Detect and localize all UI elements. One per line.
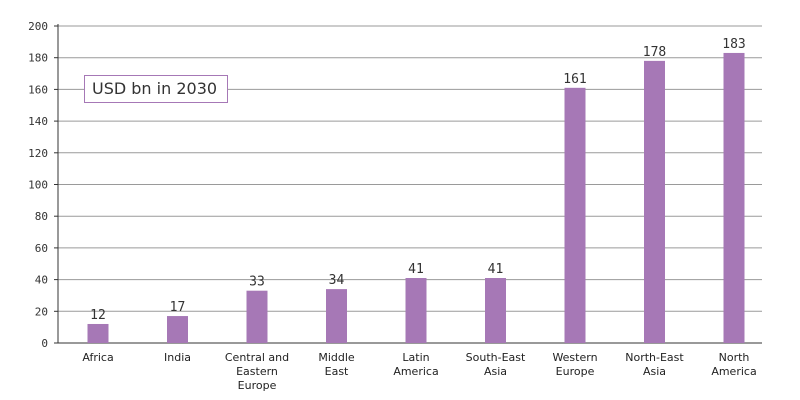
category-label-7: North-East Asia (625, 351, 684, 378)
bar-3 (326, 289, 347, 343)
ytick-label-0: 0 (41, 337, 48, 350)
category-label-line: Asia (643, 365, 666, 378)
category-label-line: South-East (466, 351, 526, 364)
category-label-line: Middle (318, 351, 355, 364)
data-label-5: 41 (488, 262, 504, 277)
data-label-7: 178 (643, 45, 666, 60)
category-label-line: America (711, 365, 756, 378)
category-label-6: Western Europe (552, 351, 597, 378)
data-label-1: 17 (170, 300, 186, 315)
category-label-2: Central and Eastern Europe (225, 351, 289, 392)
ytick-label-120: 120 (28, 147, 48, 160)
category-label-line: Eastern (236, 365, 278, 378)
bar-8 (723, 52, 745, 343)
bar-1 (167, 316, 188, 343)
category-label-5: South-East Asia (466, 351, 526, 378)
category-label-4: Latin America (393, 351, 438, 378)
ytick-label-140: 140 (28, 115, 48, 128)
category-label-3: Middle East (318, 351, 355, 378)
data-label-8: 183 (722, 37, 745, 52)
category-label-line: Central and (225, 351, 289, 364)
category-label-1: India (164, 351, 191, 364)
category-label-0: Africa (82, 351, 113, 364)
category-label-line: Africa (82, 351, 113, 364)
ytick-label-160: 160 (28, 83, 48, 96)
ytick-label-200: 200 (28, 20, 48, 33)
bars (87, 52, 745, 344)
data-label-2: 33 (249, 275, 265, 290)
bar-4 (405, 278, 427, 343)
ytick-label-80: 80 (35, 210, 48, 223)
unit-annotation: USD bn in 2030 (84, 75, 228, 103)
bar-5 (485, 278, 506, 343)
data-label-0: 12 (90, 308, 106, 323)
category-label-line: India (164, 351, 191, 364)
ytick-label-40: 40 (35, 274, 48, 287)
bar-0 (87, 323, 109, 343)
ytick-label-180: 180 (28, 52, 48, 65)
bar-7 (644, 60, 665, 344)
category-label-line: Europe (556, 365, 595, 378)
category-label-line: Latin (402, 351, 429, 364)
category-label-line: Europe (238, 379, 277, 392)
ytick-label-60: 60 (35, 242, 48, 255)
category-label-line: North (719, 351, 750, 364)
category-label-line: East (325, 365, 349, 378)
category-label-line: Western (552, 351, 597, 364)
ytick-label-100: 100 (28, 179, 48, 192)
data-label-6: 161 (563, 72, 586, 87)
bar-2 (246, 290, 268, 343)
category-label-line: North-East (625, 351, 684, 364)
ytick-label-20: 20 (35, 305, 48, 318)
labels: 0 20 40 60 80 100 120 140 160 180 200 12 Africa 17 Ind… (28, 20, 757, 392)
category-label-line: America (393, 365, 438, 378)
data-label-3: 34 (329, 273, 345, 288)
category-label-8: North America (711, 351, 756, 378)
data-label-4: 41 (408, 262, 424, 277)
bar-6 (564, 87, 586, 343)
category-label-line: Asia (484, 365, 507, 378)
gridlines (58, 25, 762, 312)
